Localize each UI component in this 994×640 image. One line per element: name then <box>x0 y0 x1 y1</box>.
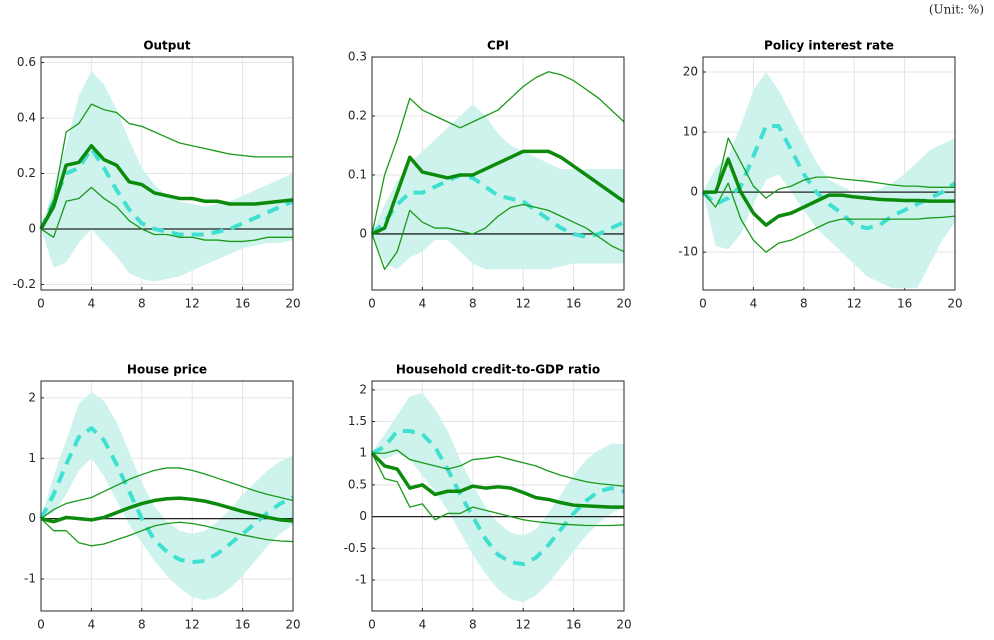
y-tick-label: 0 <box>359 509 367 523</box>
x-tick-label: 12 <box>185 297 200 311</box>
plot-frame <box>40 380 294 612</box>
y-tick-label: 10 <box>683 125 698 139</box>
x-tick-label: 0 <box>368 297 376 311</box>
y-tick-label: 1 <box>28 451 36 465</box>
plot-frame <box>371 56 625 291</box>
y-tick-label: 0.5 <box>348 477 367 491</box>
y-tick-label: 0.1 <box>348 167 367 181</box>
y-tick-label: 2 <box>28 390 36 404</box>
subplot: 0 4 8 12 16 20 -1 -0.5 0 0.5 1 1.5 2 Household credit… <box>344 363 632 632</box>
y-tick-label: 0 <box>690 185 698 199</box>
confidence-band <box>372 393 624 603</box>
subplot-title: Policy interest rate <box>764 39 894 53</box>
y-tick-label: 0 <box>28 511 36 525</box>
line-series <box>371 429 625 567</box>
line-series <box>40 496 294 524</box>
y-tick-label: 0 <box>28 221 36 235</box>
x-tick-label: 4 <box>419 297 427 311</box>
x-tick-label: 4 <box>419 618 427 632</box>
confidence-band <box>703 72 955 289</box>
x-tick-label: 16 <box>566 618 581 632</box>
y-tick-label: 1.5 <box>348 414 367 428</box>
line-series <box>370 172 625 239</box>
y-tick-label: -0.2 <box>13 277 36 291</box>
x-tick-label: 16 <box>566 297 581 311</box>
line-series <box>39 146 294 237</box>
line-series <box>39 426 294 565</box>
subplot-title: Output <box>143 39 191 53</box>
plot-frame <box>702 56 956 291</box>
subplot: 0 4 8 12 16 20 0 0.1 0.2 0.3 CPI <box>348 39 632 311</box>
line-series <box>371 452 625 527</box>
y-tick-label: 0 <box>359 226 367 240</box>
x-tick-label: 12 <box>185 618 200 632</box>
x-tick-label: 0 <box>37 297 45 311</box>
x-tick-label: 4 <box>88 297 96 311</box>
y-tick-label: 0.2 <box>348 108 367 122</box>
x-tick-label: 8 <box>800 297 808 311</box>
x-tick-label: 8 <box>469 297 477 311</box>
line-series <box>40 467 294 520</box>
x-tick-label: 12 <box>516 297 531 311</box>
y-tick-label: -0.5 <box>344 541 367 555</box>
y-tick-label: 20 <box>683 65 698 79</box>
y-tick-label: -1 <box>24 572 36 586</box>
line-series <box>370 451 624 509</box>
line-series <box>371 203 625 271</box>
line-series <box>371 71 625 235</box>
x-tick-label: 8 <box>469 618 477 632</box>
subplot-title: House price <box>127 363 207 377</box>
x-tick-label: 8 <box>138 618 146 632</box>
y-tick-label: 1 <box>359 446 367 460</box>
x-tick-label: 20 <box>616 297 631 311</box>
x-tick-label: 20 <box>947 297 962 311</box>
plot-frame <box>371 380 625 612</box>
x-tick-label: 0 <box>37 618 45 632</box>
y-tick-label: 2 <box>359 382 367 396</box>
line-series <box>40 103 293 230</box>
y-tick-label: -10 <box>678 245 698 259</box>
x-tick-label: 0 <box>368 618 376 632</box>
x-tick-label: 4 <box>88 618 96 632</box>
line-series <box>703 157 955 227</box>
line-series <box>703 137 955 199</box>
x-tick-label: 12 <box>847 297 862 311</box>
line-series <box>40 186 293 243</box>
line-series <box>701 124 957 231</box>
x-tick-label: 12 <box>516 618 531 632</box>
subplot-title: Household credit-to-GDP ratio <box>396 363 600 377</box>
x-tick-label: 8 <box>138 297 146 311</box>
y-tick-label: 0.4 <box>17 111 36 125</box>
x-tick-label: 4 <box>750 297 758 311</box>
subplot-title: CPI <box>487 39 509 53</box>
line-series <box>702 182 956 253</box>
line-series <box>39 144 294 230</box>
line-series <box>40 518 294 547</box>
subplot: 0 4 8 12 16 20 -10 0 10 20 Policy interest rate <box>678 39 962 311</box>
y-tick-label: 0.6 <box>17 55 36 69</box>
line-series <box>371 149 626 236</box>
x-tick-label: 16 <box>235 618 250 632</box>
x-tick-label: 20 <box>616 618 631 632</box>
y-tick-label: -1 <box>355 572 367 586</box>
x-tick-label: 20 <box>285 297 300 311</box>
x-tick-label: 16 <box>235 297 250 311</box>
plot-frame <box>40 56 294 291</box>
unit-note: (Unit: %) <box>929 3 984 17</box>
x-tick-label: 0 <box>699 297 707 311</box>
x-tick-label: 16 <box>897 297 912 311</box>
line-series <box>372 449 625 487</box>
x-tick-label: 20 <box>285 618 300 632</box>
y-tick-label: 0.2 <box>17 166 36 180</box>
y-tick-label: 0.3 <box>348 50 367 64</box>
